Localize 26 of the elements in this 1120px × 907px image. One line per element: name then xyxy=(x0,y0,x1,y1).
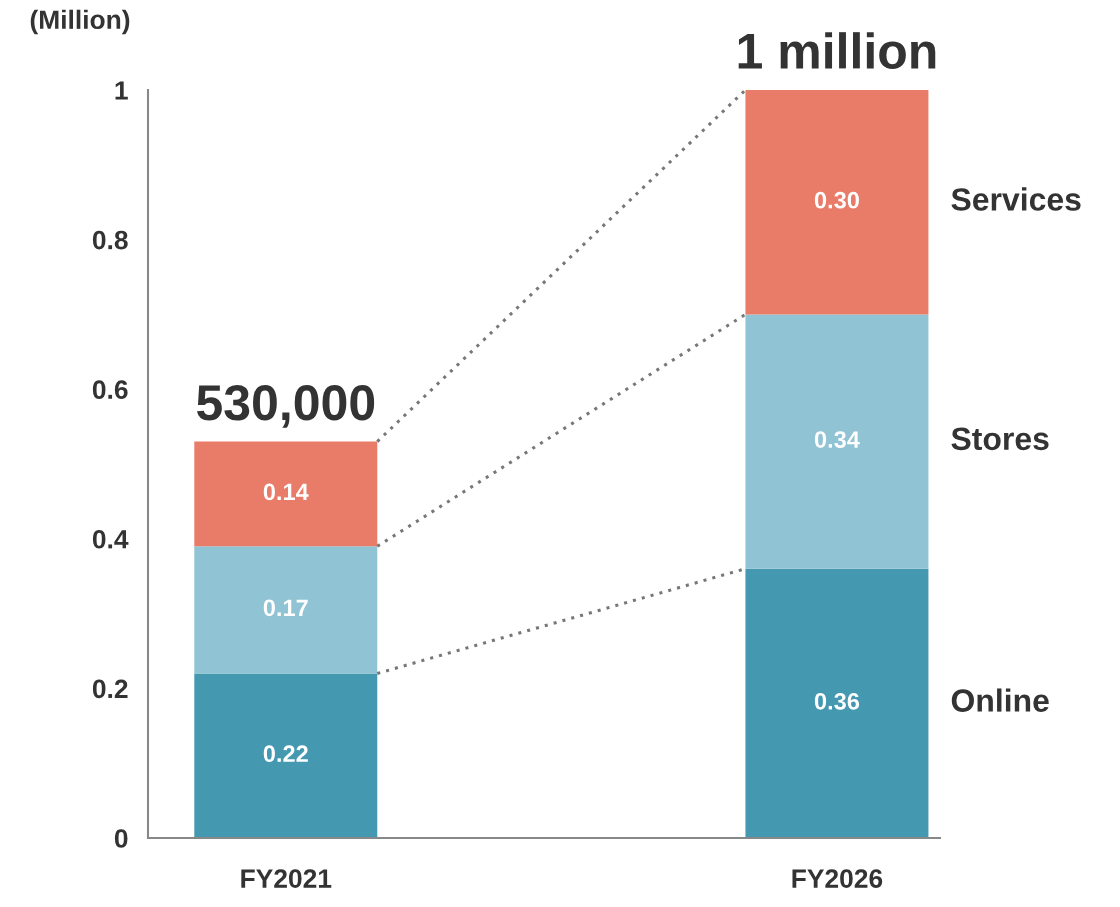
y-tick-label: 0 xyxy=(114,829,128,848)
data-label: 0.34 xyxy=(814,431,860,448)
y-tick-label: 1 xyxy=(115,81,128,100)
x-tick-label: FY2026 xyxy=(792,869,883,888)
series-label: Online xyxy=(951,688,1049,712)
data-label: 0.30 xyxy=(814,191,859,209)
y-tick-label: 0.4 xyxy=(92,529,129,549)
bar xyxy=(194,673,378,838)
x-tick-label: FY2021 xyxy=(241,869,332,888)
y-tick-label: 0.2 xyxy=(92,679,128,699)
total-label: 1 million xyxy=(738,32,936,69)
bar xyxy=(194,546,378,674)
data-label: 0.14 xyxy=(263,483,309,501)
y-tick-label: 0.8 xyxy=(92,230,128,250)
data-label: 0.17 xyxy=(263,599,308,617)
data-label: 0.36 xyxy=(814,692,860,710)
series-label: Services xyxy=(951,187,1081,211)
bar xyxy=(745,568,929,838)
total-label: 530,000 xyxy=(196,385,375,428)
y-axis-title: (Million) xyxy=(30,9,130,35)
bar xyxy=(745,314,929,569)
series-label: Stores xyxy=(951,427,1049,451)
bar xyxy=(745,90,929,315)
y-tick-label: 0.6 xyxy=(92,380,128,400)
bar xyxy=(194,441,378,547)
data-label: 0.22 xyxy=(263,745,308,763)
